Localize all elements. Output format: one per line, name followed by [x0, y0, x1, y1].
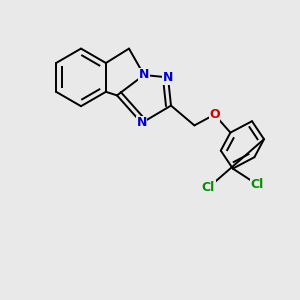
Text: O: O: [209, 108, 220, 121]
Text: Cl: Cl: [250, 178, 263, 191]
Text: Cl: Cl: [202, 181, 215, 194]
Text: N: N: [136, 116, 147, 130]
Text: N: N: [139, 68, 149, 82]
Text: N: N: [163, 71, 173, 84]
